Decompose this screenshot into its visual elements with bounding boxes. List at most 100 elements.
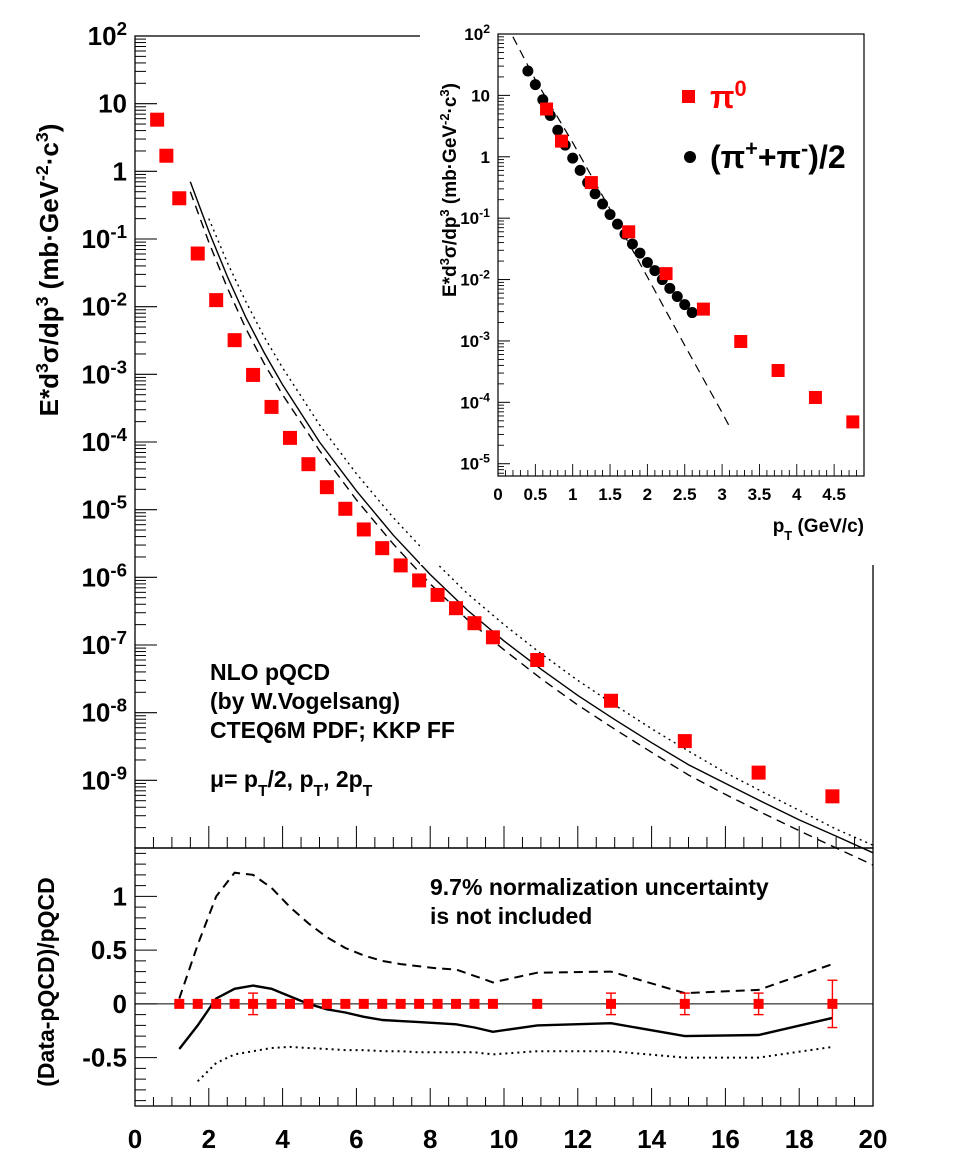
ratio-pi0-point: [753, 998, 764, 1009]
charged-pion-point: [686, 307, 698, 319]
ratio-y-tick-label: -0.5: [82, 1043, 127, 1073]
ratio-panel: -0.5 0 0.5 1 0 2 4 6 8 10 12 14 16 18 20 (Data-pQCD)/…: [33, 847, 887, 1154]
annotation-line: NLO pQCD: [210, 659, 330, 685]
pi0-data-point: [430, 587, 445, 602]
ratio-pi0-point: [248, 998, 259, 1009]
x-tick-label: 6: [349, 1124, 363, 1154]
charged-pion-point: [641, 256, 653, 268]
main-y-axis-title-text: E*d3σ/dp3 (mb·GeV-2·c3): [32, 124, 64, 417]
main-y-tick-label: 102: [88, 18, 127, 52]
pi0-data-point: [751, 765, 766, 780]
pi0-data-point: [190, 246, 205, 261]
charged-pion-point: [574, 164, 586, 176]
inset-legend: π0 (π++π-)/2: [682, 76, 846, 175]
main-axis-ticks: [134, 35, 874, 848]
normalization-note-line: 9.7% normalization uncertainty: [430, 874, 769, 900]
main-y-tick-label: 10-7: [81, 627, 127, 661]
ratio-pi0-point: [229, 998, 240, 1009]
ratio-pi0-point: [266, 998, 277, 1009]
ratio-curve: [178, 984, 833, 1050]
inset-y-tick-label: 102: [464, 22, 490, 44]
x-tick-label: 12: [563, 1124, 592, 1154]
ratio-y-tick-labels: -0.5 0 0.5 1: [82, 881, 127, 1072]
annotation-mu-line: μ= pT/2, pT, 2pT: [210, 766, 373, 800]
inset-y-tick-label: 10-2: [460, 268, 490, 290]
x-tick-label: 4: [275, 1124, 290, 1154]
legend-charged-marker: [684, 151, 696, 163]
charged-pion-point: [604, 208, 616, 220]
ratio-pi0-point: [606, 998, 617, 1009]
pi0-data-point: [677, 734, 692, 749]
ratio-y-tick-label: 0: [113, 989, 127, 1019]
inset-x-tick-label: 3: [717, 485, 726, 504]
pi0-data-point: [150, 112, 165, 127]
ratio-curve: [178, 871, 833, 999]
pi0-data-point: [209, 293, 224, 308]
pi0-data-point: [825, 789, 840, 804]
ratio-pi0-point: [432, 998, 443, 1009]
inset-pi0-point: [808, 390, 822, 404]
ratio-pi0-point: [174, 998, 185, 1009]
pi0-data-point: [356, 522, 371, 537]
ratio-pi0-point: [358, 998, 369, 1009]
charged-pion-point: [679, 299, 691, 311]
charged-pion-point: [537, 94, 549, 106]
ratio-pi0-point: [469, 998, 480, 1009]
pi0-data-point: [338, 501, 353, 516]
ratio-pi0-point: [395, 998, 406, 1009]
inset-pi0-point: [734, 334, 748, 348]
x-tick-label: 18: [785, 1124, 814, 1154]
normalization-note: 9.7% normalization uncertainty is not inc…: [430, 874, 769, 929]
inset-x-tick-label: 3.5: [748, 485, 772, 504]
main-y-tick-label: 1: [113, 156, 127, 186]
charged-pion-point: [552, 124, 564, 136]
main-annotation-block: NLO pQCD (by W.Vogelsang) CTEQ6M PDF; KKP …: [210, 659, 455, 800]
charged-pion-point: [664, 282, 676, 294]
inset-y-tick-label: 10-4: [460, 390, 490, 412]
inset-plot-frame: [497, 33, 865, 477]
main-y-tick-label: 10-4: [81, 424, 127, 458]
x-tick-label: 2: [202, 1124, 216, 1154]
inset-pi0-point: [659, 267, 673, 281]
pi0-data-point: [393, 558, 408, 573]
charged-pion-point: [612, 218, 624, 230]
inset-y-axis-title-text: E*d3σ/dp3 (mb·GeV-2·c3): [437, 83, 462, 297]
annotation-line: CTEQ6M PDF; KKP FF: [210, 717, 455, 743]
charged-pion-point: [522, 65, 534, 77]
ratio-pi0-point: [192, 998, 203, 1009]
inset-y-tick-label: 10-3: [460, 329, 490, 351]
x-tick-label: 8: [423, 1124, 437, 1154]
ratio-pi0-point: [340, 998, 351, 1009]
x-tick-label: 16: [711, 1124, 740, 1154]
pi0-data-point: [264, 399, 279, 414]
pqcd-curve: [189, 181, 874, 854]
ratio-y-tick-label: 1: [113, 881, 127, 911]
pi0-data-point: [530, 653, 545, 668]
inset-pi0-point: [771, 364, 785, 378]
inset-y-axis-title: E*d3σ/dp3 (mb·GeV-2·c3): [437, 83, 462, 297]
pi0-data-point: [485, 630, 500, 645]
main-y-tick-labels: 10-9 10-8 10-7 10-6 10-5 10-4 10-3 10-2 10-1 1 10 1…: [81, 18, 127, 796]
charged-pion-point: [529, 79, 541, 91]
inset-x-tick-label: 0: [493, 485, 502, 504]
main-y-tick-label: 10-3: [81, 356, 127, 390]
inset-x-tick-label: 2.5: [673, 485, 697, 504]
inset-x-tick-label: 1: [568, 485, 577, 504]
pi0-data-point: [449, 601, 464, 616]
main-y-tick-label: 10: [98, 89, 127, 119]
inset-exponential-curve-line: [512, 36, 731, 428]
inset-x-tick-labels: 0 0.5 1 1.5 2 2.5 3 3.5 4 4.5: [493, 485, 846, 504]
inset-x-axis-title-text: pT (GeV/c): [773, 516, 864, 543]
main-y-tick-label: 10-9: [81, 762, 127, 796]
inset-x-tick-label: 0.5: [524, 485, 548, 504]
annotation-line: (by W.Vogelsang): [210, 688, 400, 714]
main-y-tick-label: 10-2: [81, 288, 127, 322]
inset-pi0-point: [554, 134, 568, 148]
inset-data-points: [522, 65, 860, 429]
ratio-pi0-point: [487, 998, 498, 1009]
charged-pion-point: [597, 198, 609, 210]
pi0-data-point: [159, 148, 174, 163]
charged-pion-point: [634, 247, 646, 259]
main-spectrum-panel: 10-910-810-710-610-510-410-310-210-11101…: [32, 18, 874, 866]
ratio-pi0-point: [679, 998, 690, 1009]
